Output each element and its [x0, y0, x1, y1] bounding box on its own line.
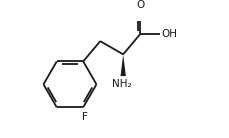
Text: OH: OH	[161, 29, 177, 39]
Text: F: F	[82, 112, 88, 122]
Text: NH₂: NH₂	[112, 79, 131, 89]
Polygon shape	[120, 54, 125, 76]
Text: O: O	[136, 0, 144, 10]
